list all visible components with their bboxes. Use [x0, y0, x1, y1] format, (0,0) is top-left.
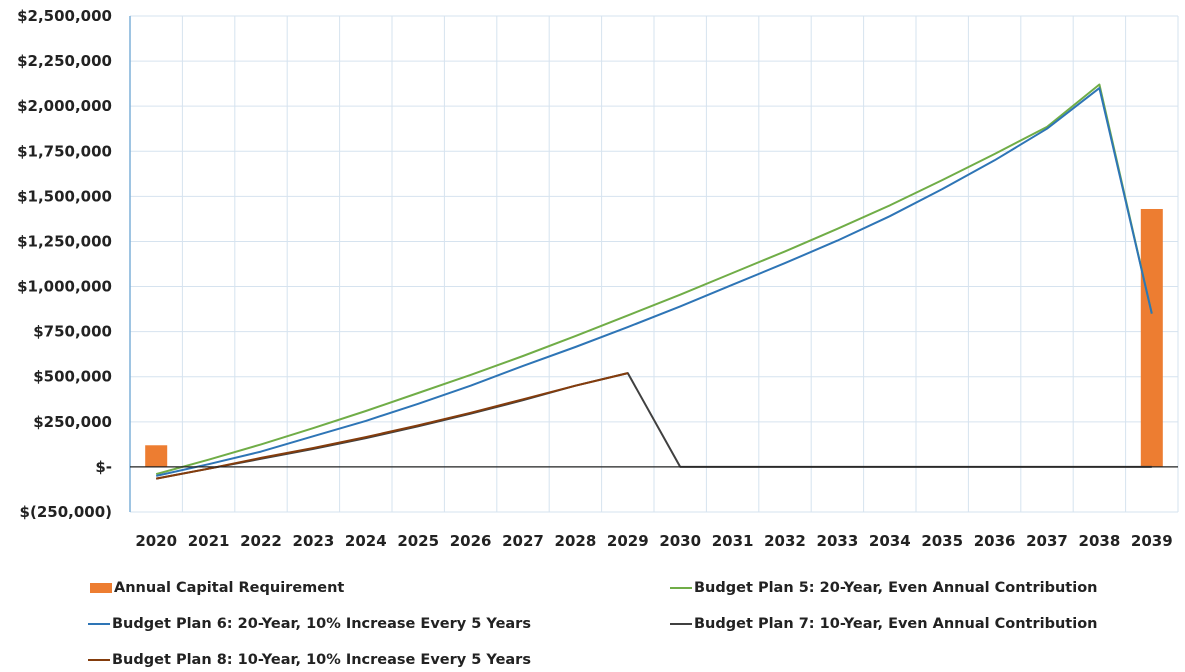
- x-tick-label: 2033: [817, 532, 859, 550]
- x-tick-label: 2023: [293, 532, 335, 550]
- x-tick-label: 2024: [345, 532, 387, 550]
- legend-item-plan6: Budget Plan 6: 20-Year, 10% Increase Eve…: [88, 612, 531, 636]
- x-tick-labels: 2020 2021 2022 2023 2024 2025 2026 2027 2028 2029…: [135, 532, 1172, 550]
- gridlines: [129, 15, 1179, 513]
- x-tick-label: 2031: [712, 532, 754, 550]
- legend-swatch-bar: [90, 583, 112, 593]
- bars: [145, 208, 1163, 467]
- legend-swatch-line: [88, 659, 110, 661]
- y-tick-labels: $2,500,000 $2,250,000 $2,000,000 $1,750,000…: [17, 7, 112, 521]
- y-tick-label: $750,000: [33, 323, 112, 341]
- chart: $2,500,000 $2,250,000 $2,000,000 $1,750,000…: [17, 7, 1179, 550]
- y-tick-label: $2,250,000: [17, 52, 112, 70]
- axes: [129, 16, 1178, 512]
- legend-label: Annual Capital Requirement: [114, 580, 345, 596]
- y-tick-label: $(250,000): [20, 503, 112, 521]
- x-tick-label: 2037: [1026, 532, 1068, 550]
- x-tick-label: 2035: [921, 532, 963, 550]
- legend-swatch-line: [670, 587, 692, 589]
- series-line-5: [155, 83, 1153, 476]
- x-tick-label: 2036: [974, 532, 1016, 550]
- y-tick-label: $1,000,000: [17, 278, 112, 296]
- x-tick-label: 2030: [659, 532, 701, 550]
- legend-item-plan8: Budget Plan 8: 10-Year, 10% Increase Eve…: [88, 648, 531, 672]
- series-line-6: [155, 87, 1153, 477]
- y-tick-label: $1,250,000: [17, 232, 112, 250]
- series-line-8: [156, 372, 629, 480]
- x-tick-label: 2039: [1131, 532, 1173, 550]
- y-tick-label: $-: [95, 458, 112, 476]
- legend-item-plan7: Budget Plan 7: 10-Year, Even Annual Cont…: [670, 612, 1098, 636]
- x-tick-label: 2028: [555, 532, 597, 550]
- legend-label: Budget Plan 7: 10-Year, Even Annual Cont…: [694, 616, 1098, 632]
- legend-item-bars: Annual Capital Requirement: [90, 576, 344, 600]
- x-tick-label: 2034: [869, 532, 911, 550]
- x-tick-label: 2029: [607, 532, 649, 550]
- x-tick-label: 2032: [764, 532, 806, 550]
- x-tick-label: 2025: [397, 532, 439, 550]
- x-tick-label: 2021: [188, 532, 230, 550]
- legend-swatch-line: [670, 623, 692, 625]
- bar-2020: [145, 445, 168, 467]
- y-tick-label: $250,000: [33, 413, 112, 431]
- x-tick-label: 2027: [502, 532, 544, 550]
- legend-label: Budget Plan 8: 10-Year, 10% Increase Eve…: [112, 652, 531, 668]
- x-tick-label: 2020: [135, 532, 177, 550]
- legend-item-plan5: Budget Plan 5: 20-Year, Even Annual Cont…: [670, 576, 1098, 600]
- y-tick-label: $500,000: [33, 368, 112, 386]
- legend: Annual Capital Requirement Budget Plan 5…: [0, 574, 1185, 670]
- x-tick-label: 2022: [240, 532, 282, 550]
- y-tick-label: $1,500,000: [17, 187, 112, 205]
- legend-label: Budget Plan 6: 20-Year, 10% Increase Eve…: [112, 616, 531, 632]
- x-tick-label: 2026: [450, 532, 492, 550]
- y-tick-label: $1,750,000: [17, 142, 112, 160]
- x-tick-label: 2038: [1079, 532, 1121, 550]
- legend-label: Budget Plan 5: 20-Year, Even Annual Cont…: [694, 580, 1098, 596]
- y-tick-label: $2,500,000: [17, 7, 112, 25]
- legend-swatch-line: [88, 623, 110, 625]
- y-tick-label: $2,000,000: [17, 97, 112, 115]
- bar-2039: [1140, 208, 1163, 467]
